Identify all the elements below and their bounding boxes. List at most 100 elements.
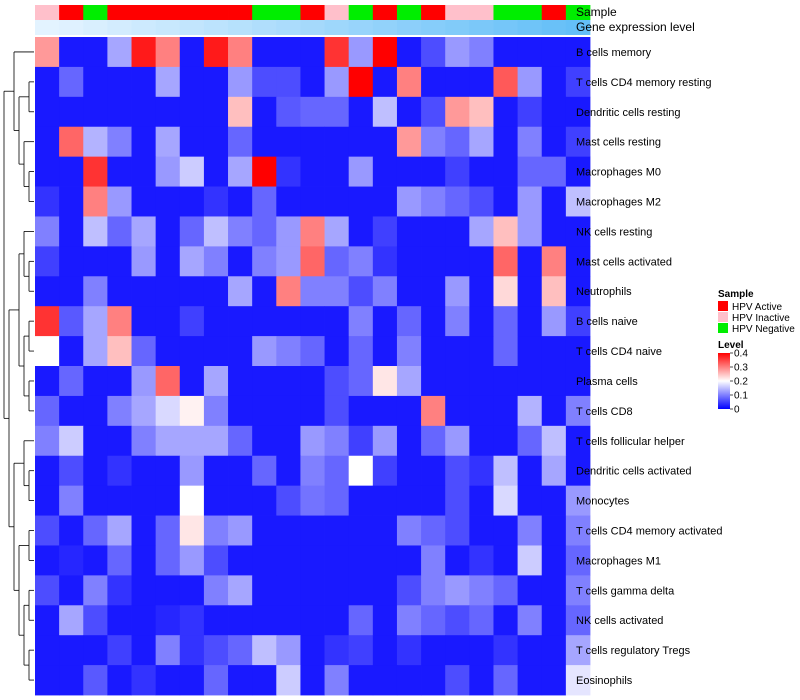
heatmap-cell: [131, 545, 157, 576]
heatmap-cell: [445, 306, 470, 337]
heatmap-cell: [517, 366, 543, 397]
heatmap-cell: [107, 96, 132, 128]
heatmap-cell: [59, 156, 84, 187]
heatmap-cell: [131, 366, 157, 397]
heatmap-cell: [541, 635, 567, 666]
heatmap-cell: [565, 605, 591, 636]
heatmap-cell: [541, 665, 567, 696]
heatmap-cell: [276, 306, 301, 337]
sample-annotation-cell: [179, 5, 205, 20]
heatmap-cell: [252, 306, 277, 337]
heatmap-cell: [396, 605, 422, 636]
heatmap-cell: [324, 216, 350, 247]
heatmap-cell: [252, 126, 277, 158]
heatmap-cell: [324, 66, 350, 98]
heatmap-cell: [35, 485, 60, 516]
heatmap-cell: [421, 425, 446, 457]
heatmap-cell: [445, 515, 470, 546]
expression-annotation-cell: [83, 20, 108, 35]
sample-annotation-cell: [517, 5, 543, 20]
heatmap-cell: [228, 575, 253, 606]
heatmap-cell: [493, 186, 518, 217]
heatmap-cell: [59, 545, 84, 576]
sample-annotation-cell: [565, 5, 591, 20]
heatmap-cell: [155, 605, 181, 636]
heatmap-cell: [565, 306, 591, 337]
heatmap-cell: [493, 66, 518, 98]
heatmap-cell: [252, 515, 277, 546]
heatmap-cell: [300, 336, 325, 367]
heatmap-cell: [155, 545, 181, 576]
heatmap-cell: [83, 395, 108, 427]
heatmap-cell: [348, 366, 374, 397]
heatmap-cell: [300, 126, 325, 158]
heatmap-cell: [179, 605, 205, 636]
heatmap-cell: [252, 425, 277, 457]
heatmap-cell: [252, 96, 277, 128]
heatmap-cell: [300, 96, 325, 128]
heatmap-cell: [83, 276, 108, 307]
heatmap-cell: [421, 37, 446, 68]
heatmap-cell: [493, 276, 518, 307]
heatmap-cell: [155, 336, 181, 367]
heatmap-cell: [300, 635, 325, 666]
heatmap-cell: [493, 635, 518, 666]
heatmap-cell: [348, 575, 374, 606]
heatmap-cell: [203, 276, 229, 307]
heatmap-cell: [493, 395, 518, 427]
expression-annotation-cell: [276, 20, 301, 35]
heatmap-cell: [155, 96, 181, 128]
heatmap-cell: [445, 545, 470, 576]
heatmap-cell: [83, 37, 108, 68]
heatmap-cell: [83, 156, 108, 187]
heatmap-cell: [300, 66, 325, 98]
heatmap-cell: [396, 37, 422, 68]
heatmap-cell: [107, 156, 132, 187]
heatmap-cell: [179, 246, 205, 277]
heatmap-cell: [107, 455, 132, 487]
heatmap-cell: [179, 425, 205, 457]
heatmap-cell: [300, 425, 325, 457]
heatmap-cell: [276, 605, 301, 636]
heatmap-cell: [324, 605, 350, 636]
expression-annotation-track: [35, 20, 591, 35]
heatmap-cell: [300, 455, 325, 487]
heatmap-cell: [276, 126, 301, 158]
heatmap-cell: [131, 485, 157, 516]
heatmap-cell: [445, 605, 470, 636]
heatmap-cell: [35, 665, 60, 696]
heatmap-cell: [517, 216, 543, 247]
heatmap-cell: [155, 276, 181, 307]
heatmap-cell: [228, 186, 253, 217]
heatmap-cell: [179, 186, 205, 217]
heatmap-cell: [565, 665, 591, 696]
heatmap-cell: [131, 186, 157, 217]
heatmap-cell: [324, 575, 350, 606]
row-label: Eosinophils: [576, 675, 633, 687]
heatmap-cell: [155, 485, 181, 516]
heatmap-cell: [565, 246, 591, 277]
heatmap-cell: [107, 336, 132, 367]
heatmap-cell: [131, 216, 157, 247]
heatmap-cell: [228, 605, 253, 636]
heatmap-cell: [348, 545, 374, 576]
row-label: B cells naive: [576, 316, 638, 328]
heatmap-cell: [228, 485, 253, 516]
heatmap-cell: [541, 425, 567, 457]
heatmap-cell: [155, 126, 181, 158]
heatmap-cell: [252, 37, 277, 68]
heatmap-cell: [228, 395, 253, 427]
heatmap-cell: [348, 216, 374, 247]
heatmap-cell: [372, 96, 398, 128]
heatmap-cell: [300, 156, 325, 187]
heatmap-cell: [372, 246, 398, 277]
heatmap-cell: [324, 186, 350, 217]
heatmap-cell: [565, 485, 591, 516]
heatmap-cell: [421, 306, 446, 337]
heatmap-cell: [300, 37, 325, 68]
heatmap-cell: [203, 665, 229, 696]
heatmap-cell: [469, 575, 494, 606]
heatmap-cell: [324, 515, 350, 546]
heatmap-cell: [83, 635, 108, 666]
heatmap-cell: [445, 455, 470, 487]
